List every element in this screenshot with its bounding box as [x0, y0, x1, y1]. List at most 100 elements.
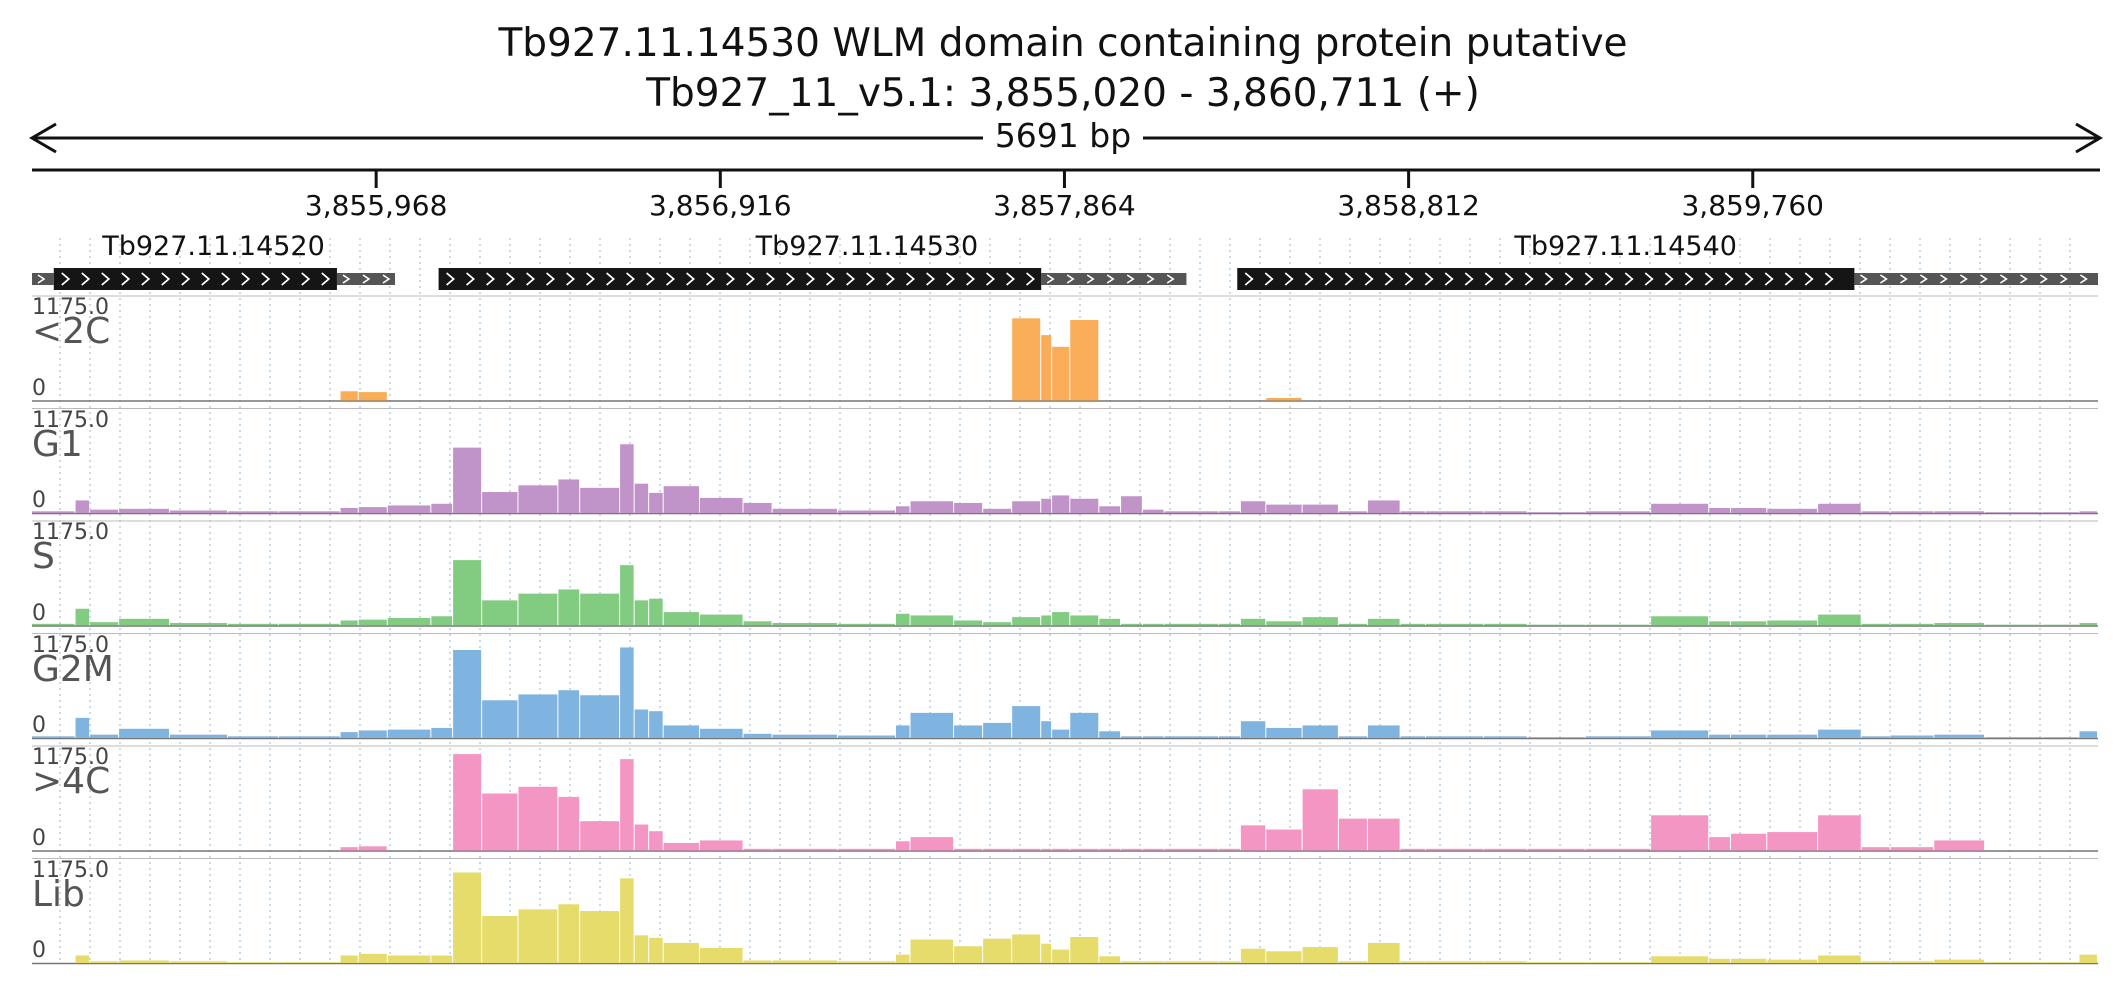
coverage-bar [896, 613, 910, 626]
coverage-bar [75, 500, 90, 513]
coverage-bar [1527, 737, 1585, 738]
coverage-bar [1730, 507, 1767, 513]
coverage-bar [1730, 833, 1767, 851]
coverage-bar [1070, 498, 1099, 513]
coverage-bar [1302, 789, 1338, 851]
coverage-bar [1052, 495, 1070, 513]
coverage-bar [558, 589, 580, 626]
strand-arrow-icon [1824, 272, 1834, 286]
strand-arrow-icon [626, 272, 635, 286]
coverage-bar [1142, 623, 1164, 626]
coverage-bar [1041, 335, 1052, 401]
strand-arrow-icon [1166, 274, 1175, 284]
coverage-bar [1861, 736, 1890, 738]
coverage-bar [1099, 848, 1121, 851]
strand-arrow-icon [1364, 272, 1374, 286]
coverage-bar [453, 872, 482, 963]
strand-arrow-icon [382, 274, 391, 284]
track-name-label: <2C [32, 311, 111, 352]
coverage-bar [620, 759, 634, 851]
coverage-bar [1240, 618, 1266, 626]
track-name-label: S [32, 536, 55, 577]
coverage-bar [663, 725, 699, 738]
coverage-bar [1012, 848, 1041, 851]
coverage-bar [663, 842, 699, 851]
coverage-tracks [32, 295, 2098, 965]
strand-arrow-icon [566, 272, 575, 286]
coverage-bar [1861, 847, 1890, 851]
strand-arrow-icon [1006, 272, 1015, 286]
coverage-bar [340, 391, 358, 401]
coverage-bar [340, 955, 358, 963]
coverage-bar [837, 623, 896, 626]
coverage-track [32, 408, 2098, 515]
strand-arrow-icon [1784, 272, 1794, 286]
coverage-bar [1730, 621, 1767, 626]
coverage-bar [518, 694, 558, 738]
coverage-bar [2079, 731, 2097, 738]
coverage-bar [431, 727, 453, 738]
strand-arrow-icon [342, 274, 351, 284]
coverage-bar [772, 848, 837, 851]
coverage-bar [896, 841, 910, 851]
coverage-bar [1767, 832, 1818, 851]
strand-arrow-icon [1106, 274, 1115, 284]
track-max-label: 1175.0 [32, 295, 109, 320]
coverage-bar [1070, 848, 1099, 851]
coverage-bar [1934, 840, 1985, 851]
coverage-bar [358, 730, 387, 738]
track-min-label: 0 [32, 713, 46, 738]
coverage-bar [983, 622, 1012, 626]
coverage-bar [1012, 617, 1041, 626]
strand-arrow-icon [1066, 274, 1075, 284]
coverage-bar [634, 935, 649, 963]
track-name-label: Lib [32, 873, 85, 915]
coverage-bar [1266, 397, 1302, 401]
track-min-label: 0 [32, 825, 46, 851]
coverage-bar [1426, 736, 1484, 738]
gene-utr [1854, 273, 2098, 285]
coverage-bar [699, 947, 743, 963]
strand-arrow-icon [81, 272, 91, 286]
coverage-bar [518, 593, 558, 626]
coverage-bar [358, 953, 387, 963]
strand-arrow-icon [1126, 274, 1135, 284]
gene-name-label: Tb927.11.14520 [102, 231, 325, 262]
coverage-bar [1934, 734, 1985, 738]
strand-arrow-icon [1244, 272, 1254, 286]
strand-arrow-icon [906, 272, 915, 286]
coverage-bar [1985, 512, 2043, 513]
coverage-bar [1890, 735, 1934, 738]
strand-arrow-icon [826, 272, 835, 286]
track-min-label: 0 [32, 938, 46, 963]
coverage-bar [663, 942, 699, 963]
coverage-bar [1121, 736, 1142, 738]
coverage-bar [634, 824, 649, 851]
coverage-bar [1651, 616, 1709, 626]
coverage-bar [453, 447, 482, 513]
strand-arrow-icon [161, 272, 171, 286]
coverage-bar [772, 960, 837, 963]
coverage-bar [634, 600, 649, 626]
coverage-bar [1142, 736, 1164, 738]
coverage-bar [1527, 624, 1585, 626]
coverage-bar [1709, 837, 1730, 851]
strand-arrow-icon [766, 272, 775, 286]
coverage-bar [1709, 734, 1730, 738]
region-coordinates: Tb927_11_v5.1: 3,855,020 - 3,860,711 (+) [646, 71, 1480, 116]
coverage-bar [90, 622, 119, 626]
coverage-bar [1400, 623, 1426, 626]
gene-name-label: Tb927.11.14540 [1514, 231, 1737, 262]
coverage-bar [1338, 961, 1367, 963]
strand-arrow-icon [1919, 274, 1928, 284]
strand-arrow-icon [1484, 272, 1494, 286]
coverage-bar [1052, 612, 1070, 626]
strand-arrow-icon [2079, 274, 2088, 284]
coverage-bar [1934, 622, 1985, 626]
coverage-bar [634, 709, 649, 738]
coverage-bar [1338, 623, 1367, 626]
track-max-label: 1175.0 [32, 745, 109, 770]
coverage-bar [1164, 511, 1219, 513]
coverage-bar [743, 960, 772, 963]
coverage-bar [1484, 961, 1527, 963]
